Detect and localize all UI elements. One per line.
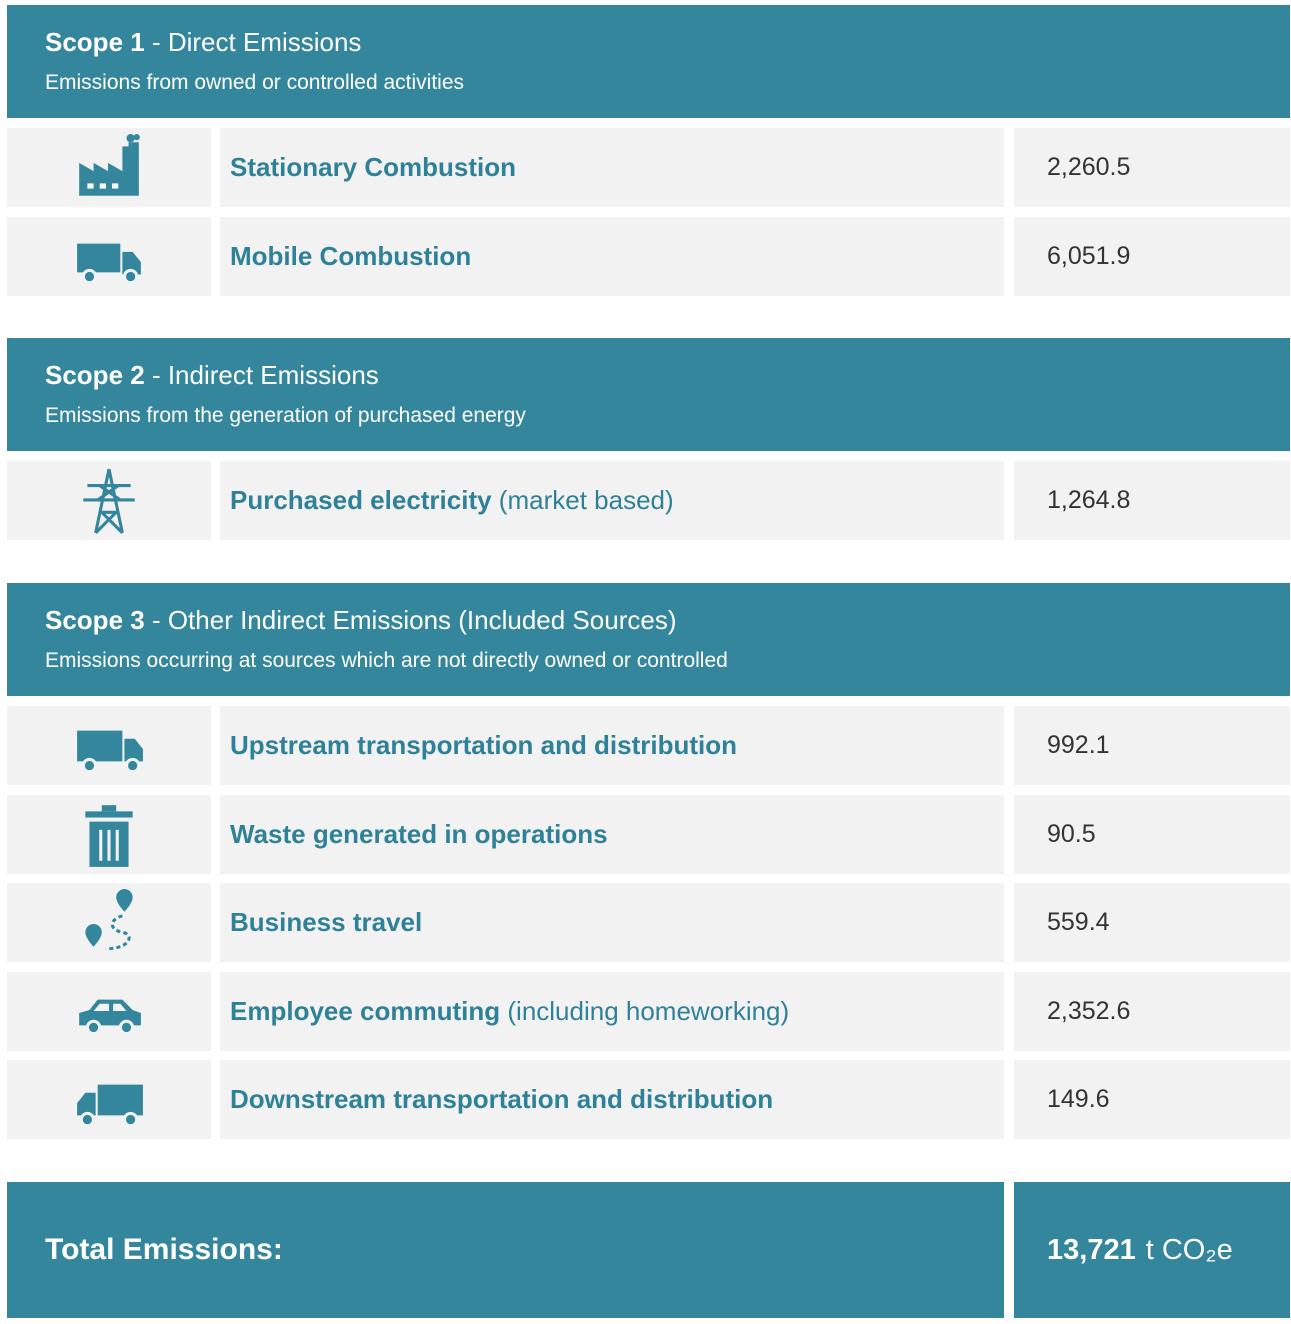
total-label: Total Emissions: <box>45 1233 283 1266</box>
icon <box>85 888 133 950</box>
row-value: 90.5 <box>1014 795 1290 874</box>
row-icon <box>7 461 211 540</box>
row-icon <box>7 883 211 962</box>
total-value: 13,721 <box>1047 1233 1136 1266</box>
section-title: Scope 2 - Indirect Emissions <box>45 360 379 391</box>
row-label-bold: Waste generated in operations <box>230 819 608 849</box>
row-label-text: Waste generated in operations <box>230 819 608 850</box>
row-label-bold: Stationary Combustion <box>230 152 517 182</box>
row-label: Downstream transportation and distributi… <box>220 1060 1004 1139</box>
section-title-bold: Scope 3 <box>45 605 145 635</box>
row-label: Mobile Combustion <box>220 217 1004 296</box>
row-label-text: Downstream transportation and distributi… <box>230 1084 773 1115</box>
row-value: 2,260.5 <box>1014 128 1290 207</box>
section-title-rest: - Indirect Emissions <box>144 360 379 390</box>
section-header: Scope 2 - Indirect Emissions Emissions fr… <box>7 338 1290 451</box>
row-value: 992.1 <box>1014 706 1290 785</box>
row-label-text: Mobile Combustion <box>230 241 471 272</box>
row-label-text: Business travel <box>230 907 422 938</box>
row-label: Waste generated in operations <box>220 795 1004 874</box>
row-label-bold: Upstream transportation and distribution <box>230 730 738 760</box>
icon <box>77 730 143 773</box>
row-label-text: Purchased electricity (market based) <box>230 485 674 516</box>
icon <box>77 243 141 284</box>
row-icon <box>7 795 211 874</box>
section-title-bold: Scope 1 <box>45 27 145 57</box>
section-subtitle: Emissions from the generation of purchas… <box>45 404 526 427</box>
row-value: 559.4 <box>1014 883 1290 962</box>
row-label-text: Stationary Combustion <box>230 152 516 183</box>
row-label: Business travel <box>220 883 1004 962</box>
section-title-bold: Scope 2 <box>45 360 145 390</box>
section-title: Scope 3 - Other Indirect Emissions (Incl… <box>45 605 676 636</box>
section-subtitle: Emissions occurring at sources which are… <box>45 649 728 672</box>
row-label-text: Employee commuting (including homeworkin… <box>230 996 789 1027</box>
row-label-bold: Downstream transportation and distributi… <box>230 1084 774 1114</box>
row-icon <box>7 972 211 1051</box>
total-label-cell: Total Emissions: <box>7 1182 1004 1318</box>
row-icon <box>7 128 211 207</box>
row-label-bold: Business travel <box>230 907 423 937</box>
row-value: 1,264.8 <box>1014 461 1290 540</box>
total-value-cell: 13,721 t CO₂e <box>1014 1182 1290 1318</box>
row-label-bold: Purchased electricity <box>230 485 492 515</box>
row-value: 2,352.6 <box>1014 972 1290 1051</box>
section-title-rest: - Other Indirect Emissions (Included Sou… <box>144 605 677 635</box>
row-label: Purchased electricity (market based) <box>220 461 1004 540</box>
row-label: Stationary Combustion <box>220 128 1004 207</box>
row-icon <box>7 217 211 296</box>
section-header: Scope 1 - Direct Emissions Emissions from… <box>7 5 1290 118</box>
section-header: Scope 3 - Other Indirect Emissions (Incl… <box>7 583 1290 696</box>
section-title: Scope 1 - Direct Emissions <box>45 27 361 58</box>
row-label-note: (market based) <box>491 485 674 515</box>
row-label: Upstream transportation and distribution <box>220 706 1004 785</box>
icon <box>79 133 140 196</box>
total-unit: t CO₂e <box>1145 1233 1233 1266</box>
row-icon <box>7 1060 211 1139</box>
row-value: 6,051.9 <box>1014 217 1290 296</box>
row-label-text: Upstream transportation and distribution <box>230 730 737 761</box>
row-label-bold: Mobile Combustion <box>230 241 472 271</box>
row-value: 149.6 <box>1014 1060 1290 1139</box>
icon <box>79 999 141 1035</box>
icon <box>83 468 135 534</box>
row-label-note: (including homeworking) <box>500 996 790 1026</box>
section-title-rest: - Direct Emissions <box>144 27 362 57</box>
row-icon <box>7 706 211 785</box>
icon <box>77 1084 143 1127</box>
section-subtitle: Emissions from owned or controlled activ… <box>45 71 464 94</box>
icon <box>85 804 133 867</box>
row-label: Employee commuting (including homeworkin… <box>220 972 1004 1051</box>
row-label-bold: Employee commuting <box>230 996 501 1026</box>
